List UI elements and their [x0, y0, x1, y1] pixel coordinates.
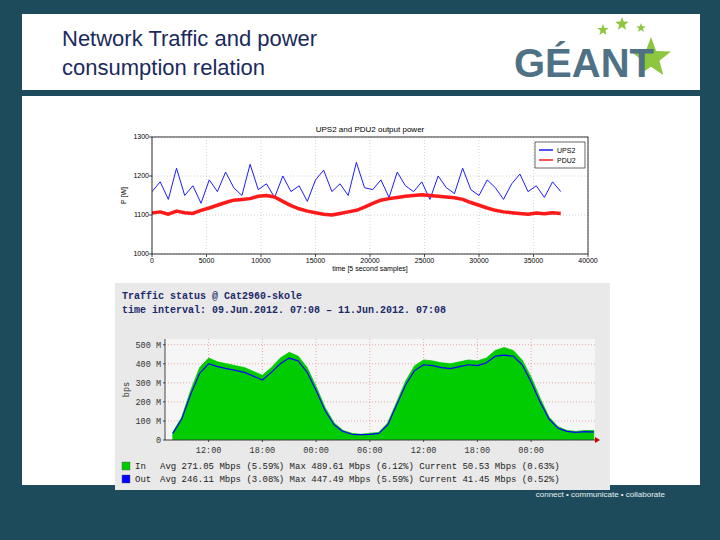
y-axis-label: bps [122, 382, 132, 397]
logo-star [597, 24, 608, 35]
legend-label: Out [135, 475, 151, 485]
tick [149, 254, 152, 255]
legend-swatch [539, 149, 553, 151]
x-tick-label: 10000 [251, 257, 271, 264]
grid-line [152, 176, 588, 177]
legend-swatch [122, 462, 130, 470]
legend-swatch [122, 475, 130, 483]
grid-line [533, 137, 534, 254]
chart-panel [115, 283, 610, 490]
grid-line [165, 440, 595, 441]
chart-subtitle: time interval: 09.Jun.2012. 07:08 – 11.J… [122, 305, 446, 316]
slide: GÉANT05000100001500020000250003000035000… [0, 0, 720, 540]
x-tick-label: 25000 [415, 257, 435, 264]
chart-title: Traffic status @ Cat2960-skole [122, 291, 302, 302]
x-tick-label: 0 [150, 257, 154, 264]
chart: 0 5000 10000 15000 20000 25000 30000 35000 40000… [120, 125, 598, 273]
x-tick-label: 18:00 [250, 446, 276, 456]
x-tick-label: 20000 [360, 257, 380, 264]
chart-title: UPS2 and PDU2 output power [316, 125, 425, 134]
series-line [152, 195, 561, 215]
y-tick-label: 300 M [135, 379, 161, 389]
tick [149, 137, 152, 138]
logo-star [615, 17, 628, 30]
series-line [173, 355, 594, 434]
background [0, 0, 720, 540]
y-tick-label: 1300 [133, 133, 149, 140]
legend-stats: Avg 246.11 Mbps (3.08%) Max 447.49 Mbps … [160, 475, 560, 485]
data-group [173, 348, 594, 440]
y-tick-label: 500 M [135, 341, 161, 351]
y-tick-label: 200 M [135, 398, 161, 408]
x-tick-label: 15000 [306, 257, 326, 264]
tick [149, 176, 152, 177]
x-tick-label: 00:00 [518, 446, 544, 456]
logo-star [636, 23, 646, 32]
axis-arrow [595, 437, 600, 443]
x-tick-label: 00:00 [303, 446, 329, 456]
y-tick-label: 1100 [134, 211, 149, 218]
y-tick-label: 400 M [135, 360, 161, 370]
y-tick-label: 1200 [133, 172, 149, 179]
logo: GÉANT [514, 41, 654, 85]
y-axis-label: P [W] [120, 187, 128, 204]
slide-title: Network Traffic and power consumption re… [62, 24, 382, 82]
legend-stats: Avg 271.05 Mbps (5.59%) Max 489.61 Mbps … [160, 462, 560, 472]
grid-line [165, 344, 595, 345]
chart: 12:00 18:00 00:00 06:00 12:00 18:00 00:00 0 100 … [115, 283, 610, 490]
series-area [173, 348, 594, 440]
series-line [152, 162, 561, 203]
x-tick-label: 30000 [469, 257, 489, 264]
legend-label: PDU2 [557, 157, 576, 164]
header-panel [22, 14, 700, 90]
x-tick-label: 06:00 [357, 446, 383, 456]
tick [149, 215, 152, 216]
x-tick-label: 35000 [524, 257, 544, 264]
grid-line [370, 137, 371, 254]
plot-area [152, 137, 588, 254]
x-tick-label: 5000 [199, 257, 215, 264]
grid-line [315, 137, 316, 254]
y-tick-label: 1000 [133, 250, 149, 257]
legend-label: UPS2 [557, 147, 575, 154]
x-axis-label: time [5 second samples] [332, 265, 408, 273]
y-tick-label: 100 M [135, 417, 161, 427]
x-tick-label: 40000 [578, 257, 598, 264]
legend-label: In [135, 462, 146, 472]
data-group [152, 162, 561, 215]
x-tick-label: 12:00 [411, 446, 437, 456]
footer: connect • communicate • collaborate [536, 490, 666, 499]
grid-line [369, 339, 370, 440]
y-axis [165, 339, 166, 440]
grid-line [206, 137, 207, 254]
plot-area [165, 339, 595, 440]
plot-frame [152, 137, 588, 254]
legend-box [535, 142, 585, 168]
legend-swatch [539, 159, 553, 161]
y-tick-label: 0 [156, 436, 161, 446]
x-tick-label: 12:00 [196, 446, 222, 456]
x-tick-label: 18:00 [465, 446, 491, 456]
x-axis [165, 440, 595, 441]
